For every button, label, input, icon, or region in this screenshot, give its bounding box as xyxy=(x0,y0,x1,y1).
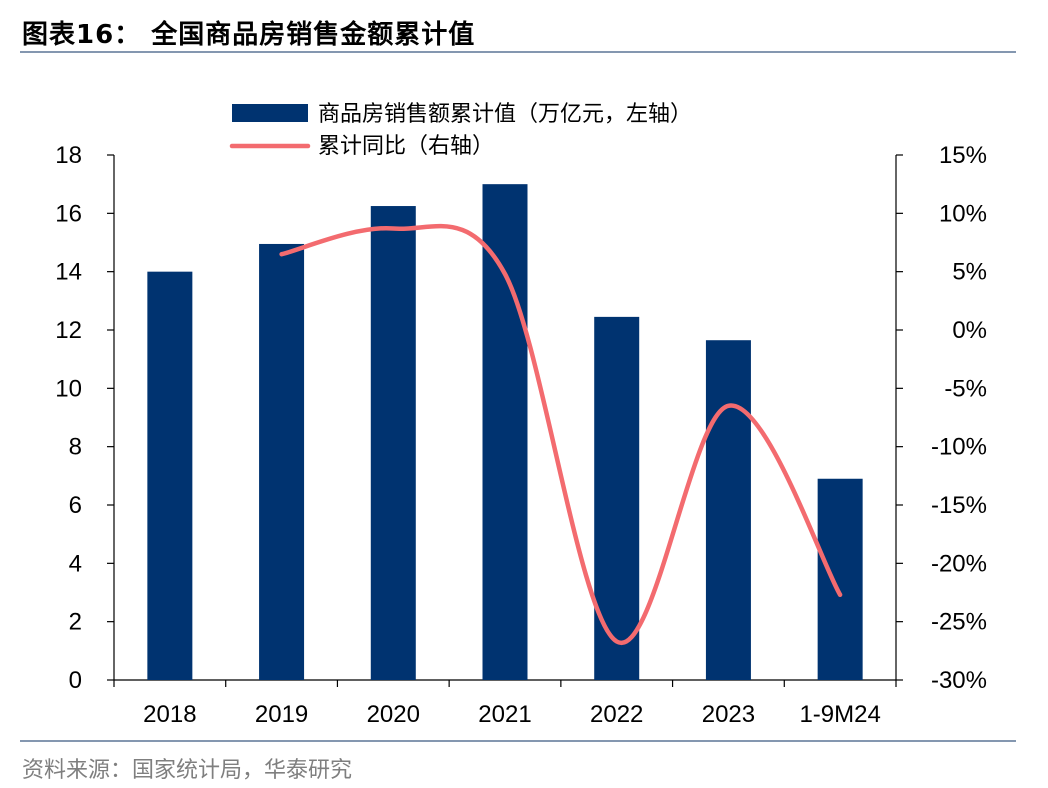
bar-2019 xyxy=(259,243,305,681)
legend-swatch-bar xyxy=(232,104,308,122)
line-series xyxy=(279,223,843,646)
bar-2018 xyxy=(147,271,193,680)
x-tick-label: 2022 xyxy=(590,701,643,728)
left-tick-label: 14 xyxy=(55,259,82,286)
right-tick-label: -30% xyxy=(931,667,987,694)
legend-label-line: 累计同比（右轴） xyxy=(318,134,494,159)
bar-2023 xyxy=(705,340,751,680)
figure-title: 图表16： 全国商品房销售金额累计值 xyxy=(22,20,476,50)
x-tick-label: 2020 xyxy=(367,701,420,728)
right-tick-label: 0% xyxy=(952,317,987,344)
left-tick-label: 2 xyxy=(69,609,82,636)
x-axis: 2018 2019 2020 2021 2022 2023 1-9M24 xyxy=(113,679,897,728)
legend: 商品房销售额累计值（万亿元，左轴） 累计同比（右轴） xyxy=(229,102,692,159)
bar-1-9M24 xyxy=(817,478,863,680)
right-tick-label: 5% xyxy=(952,259,987,286)
right-tick-label: -25% xyxy=(931,609,987,636)
left-tick-label: 8 xyxy=(69,434,82,461)
bar-2020 xyxy=(370,206,416,680)
right-tick-label: -15% xyxy=(931,492,987,519)
legend-label-bar: 商品房销售额累计值（万亿元，左轴） xyxy=(318,102,692,127)
left-tick-label: 18 xyxy=(55,142,82,169)
yoy-line xyxy=(279,223,843,646)
x-tick-label: 2023 xyxy=(702,701,755,728)
right-tick-label: -10% xyxy=(931,434,987,461)
right-tick-label: -5% xyxy=(944,375,987,402)
left-tick-label: 0 xyxy=(69,667,82,694)
right-tick-label: -20% xyxy=(931,550,987,577)
left-tick-label: 4 xyxy=(69,550,82,577)
bar-series xyxy=(147,184,863,681)
left-tick-label: 6 xyxy=(69,492,82,519)
bar-2022 xyxy=(594,316,640,680)
right-y-axis: -30% -25% -20% -15% -10% -5% 0% 5% 10% 15% xyxy=(895,142,987,694)
left-tick-label: 12 xyxy=(55,317,82,344)
footer-rule xyxy=(20,740,1016,742)
bar-2021 xyxy=(482,184,528,680)
source-note: 资料来源：国家统计局，华泰研究 xyxy=(22,758,353,783)
left-y-axis: 0 2 4 6 8 10 12 14 16 18 xyxy=(55,142,115,694)
title-rule xyxy=(20,51,1016,53)
x-tick-label: 1-9M24 xyxy=(799,701,880,728)
x-tick-label: 2018 xyxy=(143,701,196,728)
right-tick-label: 15% xyxy=(939,142,987,169)
right-tick-label: 10% xyxy=(939,200,987,227)
left-tick-label: 10 xyxy=(55,375,82,402)
left-tick-label: 16 xyxy=(55,200,82,227)
x-tick-label: 2021 xyxy=(478,701,531,728)
x-tick-label: 2019 xyxy=(255,701,308,728)
